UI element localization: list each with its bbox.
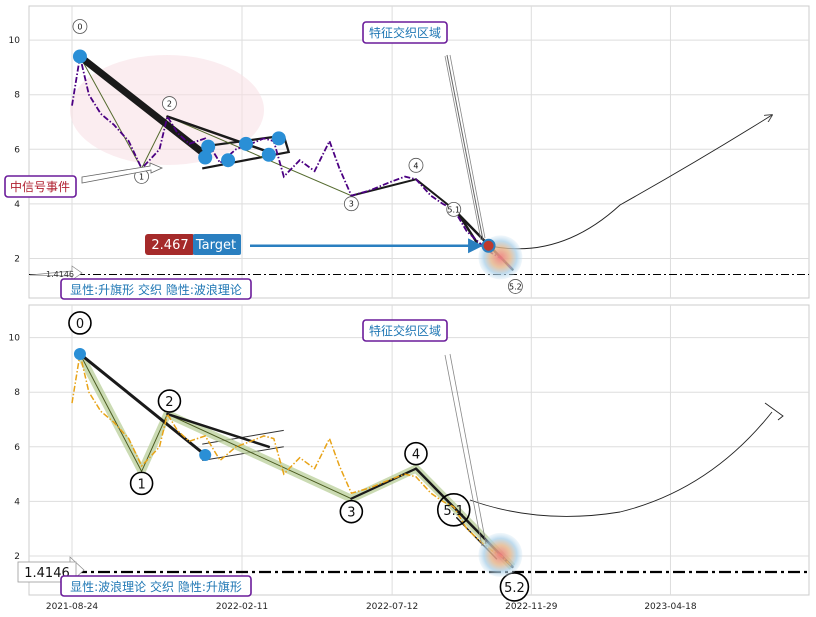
y-tick-label: 4 [14, 200, 20, 210]
bottom-feature-pointer [444, 353, 487, 547]
top-legend-box [60, 278, 252, 300]
flag-marker [199, 448, 212, 461]
wave-label-5-2: 5.2 [509, 282, 522, 291]
top-ref-label: 1.4146 [46, 270, 74, 279]
y-tick-label: 2 [14, 255, 20, 265]
top-feature-box [362, 21, 448, 44]
target-badge-value: 2.467 [151, 238, 188, 253]
wave-label-1: 1 [137, 477, 145, 492]
wave-label-circle [72, 19, 88, 34]
top-feature-pointer-outline [444, 54, 486, 241]
top-flag-markers [72, 49, 286, 168]
flag-lower [202, 446, 284, 461]
wave-label-5-1: 5.1 [443, 504, 464, 519]
wave-label-5-1: 5.1 [447, 205, 460, 214]
x-tick-label: 2022-07-12 [366, 602, 418, 612]
target-label: Target [195, 238, 236, 253]
y-tick-label: 4 [14, 497, 20, 507]
wave-label-circle [408, 157, 424, 173]
top-y-axis: 2 4 6 8 10 [9, 36, 21, 264]
start-marker [73, 347, 86, 360]
price-series-line [71, 56, 514, 271]
y-tick-label: 8 [14, 388, 20, 398]
wave-label-circle [436, 493, 471, 527]
bottom-legend-box [60, 575, 252, 597]
wave-label-circle [446, 201, 462, 217]
flag-marker [201, 139, 216, 154]
bottom-projection-curve [469, 411, 773, 517]
top-legend-label: 显性:升旗形 交织 隐性:波浪理论 [70, 282, 242, 297]
top-feature-pointer [446, 54, 484, 241]
wave-label-5-2: 5.2 [504, 581, 525, 596]
bottom-y-axis: 2 4 6 8 10 [9, 334, 21, 562]
top-panel: 2 4 6 8 10 0 1 2 3 4 5.1 5.2 1.4146 特征交织区域 中信号事件 显… [4, 5, 810, 300]
wave-label-3: 3 [349, 200, 354, 209]
x-tick-label: 2022-02-11 [216, 602, 268, 612]
bottom-target-glow [478, 532, 523, 577]
trend-segment [414, 178, 455, 211]
wave-label-circle [508, 279, 523, 294]
bottom-markers [73, 347, 212, 461]
price-series-line [71, 353, 513, 568]
wave-label-0: 0 [77, 22, 82, 31]
y-tick-label: 6 [14, 145, 20, 155]
top-grid [29, 6, 809, 298]
bottom-legend-label: 显性:波浪理论 交织 隐性:升旗形 [70, 579, 242, 594]
y-tick-label: 8 [14, 91, 20, 101]
target-badge-box [145, 234, 195, 255]
wave-label-circle [343, 196, 359, 212]
flag-marker [238, 136, 253, 151]
y-tick-label: 10 [9, 36, 21, 46]
wave-label-4: 4 [412, 448, 420, 463]
top-wave-labels: 0 1 2 3 4 5.1 5.2 [72, 19, 523, 294]
wave-label-2: 2 [167, 100, 172, 109]
wave-label-1: 1 [139, 172, 144, 181]
flag-marker [198, 150, 213, 165]
bottom-feature-box [362, 319, 448, 342]
top-ref-arrow [29, 265, 83, 281]
wave-label-circle [68, 311, 92, 335]
wave-label-0: 0 [76, 317, 84, 332]
x-tick-label: 2021-08-24 [46, 602, 99, 612]
flag-marker [72, 49, 87, 64]
bottom-ref-label: 1.4146 [24, 566, 70, 581]
wave-label-circle [499, 572, 530, 602]
x-tick-label: 2022-11-29 [505, 602, 558, 612]
bottom-wave-labels: 0 1 2 3 4 5.1 5.2 [68, 311, 530, 602]
flag-marker [271, 131, 286, 146]
y-tick-label: 2 [14, 552, 20, 562]
top-price-series [71, 56, 514, 271]
top-signal-box [4, 175, 77, 198]
y-tick-label: 6 [14, 443, 20, 453]
bottom-price-series [71, 353, 513, 568]
y-tick-label: 10 [9, 334, 21, 344]
wave-label-4: 4 [413, 161, 418, 170]
wave-label-circle [404, 441, 428, 466]
flag-marker [221, 153, 236, 168]
wave-label-circle [339, 499, 364, 524]
wave-label-2: 2 [165, 395, 173, 410]
top-target-marker [481, 238, 496, 253]
top-feature-label: 特征交织区域 [369, 25, 441, 40]
top-projection-curve [489, 115, 772, 250]
x-axis: 2021-08-24 2022-02-11 2022-07-12 2022-11-29… [46, 602, 697, 612]
bottom-feature-label: 特征交织区域 [369, 323, 441, 338]
top-signal-label: 中信号事件 [10, 179, 70, 194]
bottom-projection-arrowhead [764, 402, 784, 421]
wave-label-3: 3 [347, 506, 355, 521]
trend-segment [78, 352, 207, 457]
wave-label-circle [162, 96, 177, 111]
wave-label-circle [129, 471, 154, 496]
flag-marker [261, 147, 276, 162]
x-tick-label: 2023-04-18 [644, 602, 697, 612]
wave-label-circle [157, 389, 182, 413]
target-label-box [193, 234, 241, 255]
top-signal-arrow [81, 162, 164, 184]
